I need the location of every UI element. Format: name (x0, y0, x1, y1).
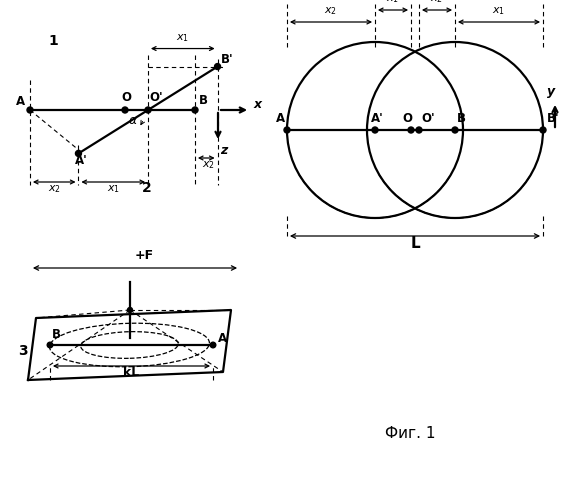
Circle shape (215, 64, 221, 70)
Text: 3: 3 (18, 344, 28, 358)
Circle shape (210, 342, 216, 348)
Text: O': O' (421, 112, 435, 125)
Circle shape (27, 107, 33, 113)
Text: +F: +F (135, 249, 154, 262)
Text: L: L (410, 236, 420, 251)
Text: $x_1$: $x_1$ (176, 32, 189, 44)
Text: B': B' (547, 112, 560, 125)
Text: O: O (402, 112, 412, 125)
Circle shape (145, 107, 151, 113)
Circle shape (416, 127, 422, 133)
Text: $\alpha$: $\alpha$ (128, 114, 138, 127)
Circle shape (122, 107, 128, 113)
Circle shape (372, 127, 378, 133)
Text: 1: 1 (48, 34, 58, 48)
Circle shape (540, 127, 546, 133)
Text: $x_2$: $x_2$ (48, 183, 61, 195)
Text: A: A (276, 112, 285, 125)
Text: A: A (218, 332, 227, 345)
Text: $x_1$: $x_1$ (106, 183, 120, 195)
Text: B': B' (221, 52, 234, 66)
Text: B: B (457, 112, 466, 125)
Circle shape (408, 127, 414, 133)
Circle shape (127, 308, 132, 312)
Text: $x_1$: $x_1$ (492, 5, 505, 17)
Text: $x_2$: $x_2$ (431, 0, 444, 5)
Circle shape (284, 127, 290, 133)
Circle shape (192, 107, 198, 113)
Circle shape (452, 127, 458, 133)
Circle shape (47, 342, 53, 348)
Text: Фиг. 1: Фиг. 1 (385, 426, 435, 441)
Text: A': A' (75, 154, 88, 168)
Text: A': A' (371, 112, 384, 125)
Text: O: O (121, 91, 131, 104)
Text: z: z (220, 144, 228, 157)
Text: B: B (199, 94, 208, 107)
Text: y: y (547, 85, 555, 98)
Text: A: A (15, 95, 24, 108)
Text: B: B (52, 328, 61, 341)
Text: x: x (254, 98, 262, 111)
Circle shape (75, 150, 82, 156)
Text: $x_1$: $x_1$ (387, 0, 400, 5)
Text: O': O' (149, 91, 163, 104)
Text: kL: kL (123, 366, 140, 379)
Text: $x_2$: $x_2$ (201, 159, 215, 171)
Text: 2: 2 (142, 181, 152, 195)
Text: $x_2$: $x_2$ (324, 5, 337, 17)
